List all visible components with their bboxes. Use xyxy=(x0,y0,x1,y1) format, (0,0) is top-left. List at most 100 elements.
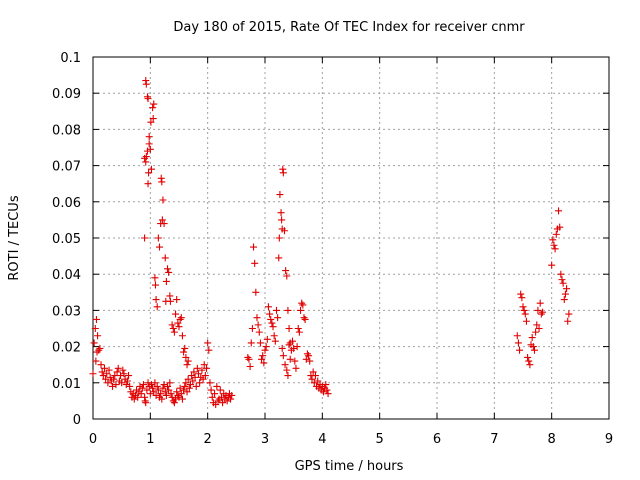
data-point xyxy=(266,310,274,318)
data-point xyxy=(182,353,190,361)
data-point xyxy=(277,209,285,217)
data-point xyxy=(166,297,174,305)
data-point xyxy=(521,310,529,318)
data-point xyxy=(194,370,202,378)
data-point xyxy=(138,384,146,392)
data-point xyxy=(280,227,288,235)
data-point xyxy=(207,386,215,394)
data-point xyxy=(178,332,186,340)
data-point xyxy=(166,292,174,300)
data-point xyxy=(205,346,213,354)
data-point xyxy=(119,366,127,374)
data-point xyxy=(162,277,170,285)
data-point xyxy=(518,294,526,302)
data-point xyxy=(247,339,255,347)
data-point xyxy=(198,366,206,374)
data-point xyxy=(147,118,155,126)
data-point xyxy=(153,382,161,390)
data-point xyxy=(103,370,111,378)
y-tick-label: 0.05 xyxy=(52,232,81,247)
data-point xyxy=(283,366,291,374)
data-point xyxy=(551,245,559,253)
data-point xyxy=(269,323,277,331)
data-point xyxy=(89,370,97,378)
data-point xyxy=(134,393,142,401)
data-point xyxy=(219,399,227,407)
chart-title: Day 180 of 2015, Rate Of TEC Index for r… xyxy=(173,20,525,35)
data-point xyxy=(158,216,166,224)
data-point xyxy=(295,328,303,336)
data-point xyxy=(285,341,293,349)
data-point xyxy=(261,346,269,354)
data-point xyxy=(183,361,191,369)
data-point xyxy=(245,355,253,363)
data-point xyxy=(206,379,214,387)
data-point xyxy=(284,306,292,314)
x-tick-label: 7 xyxy=(490,432,498,447)
data-point xyxy=(297,306,305,314)
data-point xyxy=(113,368,121,376)
data-point xyxy=(118,379,126,387)
data-point xyxy=(170,328,178,336)
data-point xyxy=(275,234,283,242)
data-point xyxy=(292,364,300,372)
data-point xyxy=(536,299,544,307)
data-point xyxy=(278,216,286,224)
data-point xyxy=(150,100,158,108)
data-point xyxy=(282,267,290,275)
data-point xyxy=(193,364,201,372)
data-point xyxy=(264,303,272,311)
data-point xyxy=(259,352,267,360)
data-point xyxy=(137,390,145,398)
data-point xyxy=(177,314,185,322)
data-point xyxy=(276,191,284,199)
data-point xyxy=(289,337,297,345)
data-point xyxy=(322,381,330,389)
data-point xyxy=(146,145,154,153)
data-point xyxy=(142,80,150,88)
data-point xyxy=(248,325,256,332)
x-tick-label: 8 xyxy=(548,432,556,447)
data-point xyxy=(144,95,152,103)
data-point xyxy=(534,306,542,314)
data-point xyxy=(154,386,162,394)
data-point xyxy=(561,290,569,298)
y-tick-label: 0.04 xyxy=(52,268,81,283)
data-point xyxy=(126,382,134,390)
data-point xyxy=(159,196,167,204)
data-point xyxy=(166,379,174,387)
data-point xyxy=(167,390,175,398)
data-point xyxy=(149,104,157,112)
data-point xyxy=(199,375,207,383)
data-point xyxy=(529,343,537,351)
data-point xyxy=(150,388,158,396)
data-point xyxy=(157,174,165,182)
data-point xyxy=(306,357,314,365)
data-point xyxy=(278,344,286,352)
data-point xyxy=(305,352,313,360)
data-point xyxy=(142,77,150,85)
x-tick-label: 2 xyxy=(204,432,212,447)
data-point xyxy=(286,355,294,363)
data-point xyxy=(301,315,309,323)
data-point xyxy=(524,353,532,361)
data-point xyxy=(274,314,282,322)
data-point xyxy=(564,317,572,325)
x-tick-label: 5 xyxy=(376,432,384,447)
data-point xyxy=(151,274,159,282)
data-point xyxy=(520,306,528,314)
data-point xyxy=(268,319,276,327)
data-point xyxy=(92,357,100,365)
x-tick-label: 9 xyxy=(605,432,613,447)
data-point xyxy=(254,321,262,329)
data-point xyxy=(228,391,236,399)
data-point xyxy=(525,357,533,365)
data-point xyxy=(253,314,261,322)
data-point xyxy=(142,153,150,161)
data-point xyxy=(159,384,167,392)
data-point xyxy=(190,368,198,376)
data-point xyxy=(151,379,159,387)
data-point xyxy=(514,339,522,347)
data-point xyxy=(256,339,264,347)
